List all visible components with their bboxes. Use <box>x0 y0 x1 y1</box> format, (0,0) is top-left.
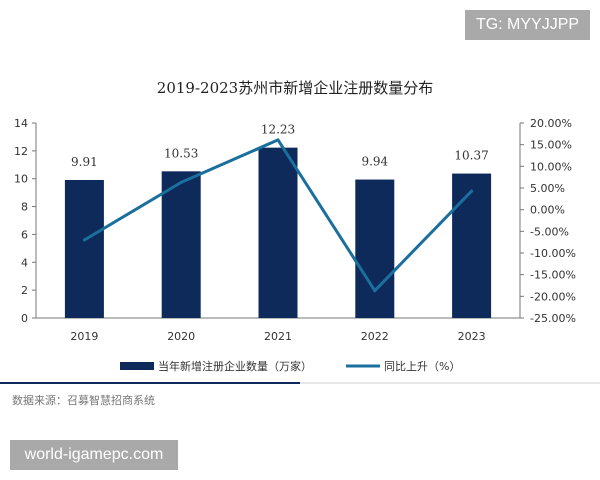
legend: 当年新增注册企业数量（万家） 同比上升（%） <box>120 359 460 373</box>
watermark-top: TG: MYYJJPP <box>465 10 590 40</box>
left-tick-label: 8 <box>21 201 28 214</box>
x-tick-label: 2022 <box>361 330 389 343</box>
legend-bar-swatch <box>120 362 154 370</box>
left-tick-label: 6 <box>21 228 28 241</box>
source-note: 数据来源：召募智慧招商系统 <box>12 393 155 407</box>
x-tick-label: 2019 <box>70 330 98 343</box>
left-axis-ticks: 0 2 4 6 8 10 12 14 <box>14 117 36 325</box>
line-point <box>82 238 86 242</box>
line-point <box>470 189 474 193</box>
right-tick-label: 0.00% <box>530 204 565 217</box>
chart-title: 2019-2023苏州市新增企业注册数量分布 <box>157 79 433 97</box>
watermark-bottom: world-igamepc.com <box>10 440 178 470</box>
x-tick-label: 2020 <box>167 330 195 343</box>
bar-value-label: 9.94 <box>361 155 388 169</box>
left-tick-label: 14 <box>14 117 28 130</box>
x-tick-label: 2023 <box>458 330 486 343</box>
x-axis-ticks: 2019 2020 2021 2022 2023 <box>70 330 485 343</box>
line-point <box>179 180 183 184</box>
legend-bar-label: 当年新增注册企业数量（万家） <box>158 359 312 373</box>
legend-line-label: 同比上升（%） <box>384 360 460 373</box>
bar <box>258 147 298 318</box>
bar-value-label: 9.91 <box>71 155 98 169</box>
bar <box>452 173 492 318</box>
right-tick-label: -25.00% <box>530 312 576 325</box>
bar-value-label: 10.37 <box>454 149 488 163</box>
x-tick-label: 2021 <box>264 330 292 343</box>
right-tick-label: -20.00% <box>530 290 576 303</box>
right-tick-label: 5.00% <box>530 182 565 195</box>
line-point <box>276 138 280 142</box>
right-tick-label: -5.00% <box>530 225 569 238</box>
bar-series <box>64 147 492 318</box>
line-series <box>82 138 474 293</box>
bar <box>161 171 201 318</box>
left-tick-label: 10 <box>14 173 28 186</box>
line-point <box>373 289 377 293</box>
right-axis-ticks: -25.00% -20.00% -15.00% -10.00% -5.00% 0.00% 5… <box>520 117 576 325</box>
right-tick-label: 10.00% <box>530 160 572 173</box>
right-tick-label: 20.00% <box>530 117 572 130</box>
bar-data-labels: 9.91 10.53 12.23 9.94 10.37 <box>71 123 489 169</box>
bar <box>355 179 395 318</box>
bar-value-label: 10.53 <box>164 146 198 160</box>
left-tick-label: 4 <box>21 256 28 269</box>
bar <box>64 179 104 318</box>
bar-value-label: 12.23 <box>261 123 295 137</box>
left-tick-label: 2 <box>21 284 28 297</box>
right-tick-label: 15.00% <box>530 139 572 152</box>
right-tick-label: -10.00% <box>530 247 576 260</box>
left-tick-label: 0 <box>21 312 28 325</box>
left-tick-label: 12 <box>14 145 28 158</box>
right-tick-label: -15.00% <box>530 269 576 282</box>
